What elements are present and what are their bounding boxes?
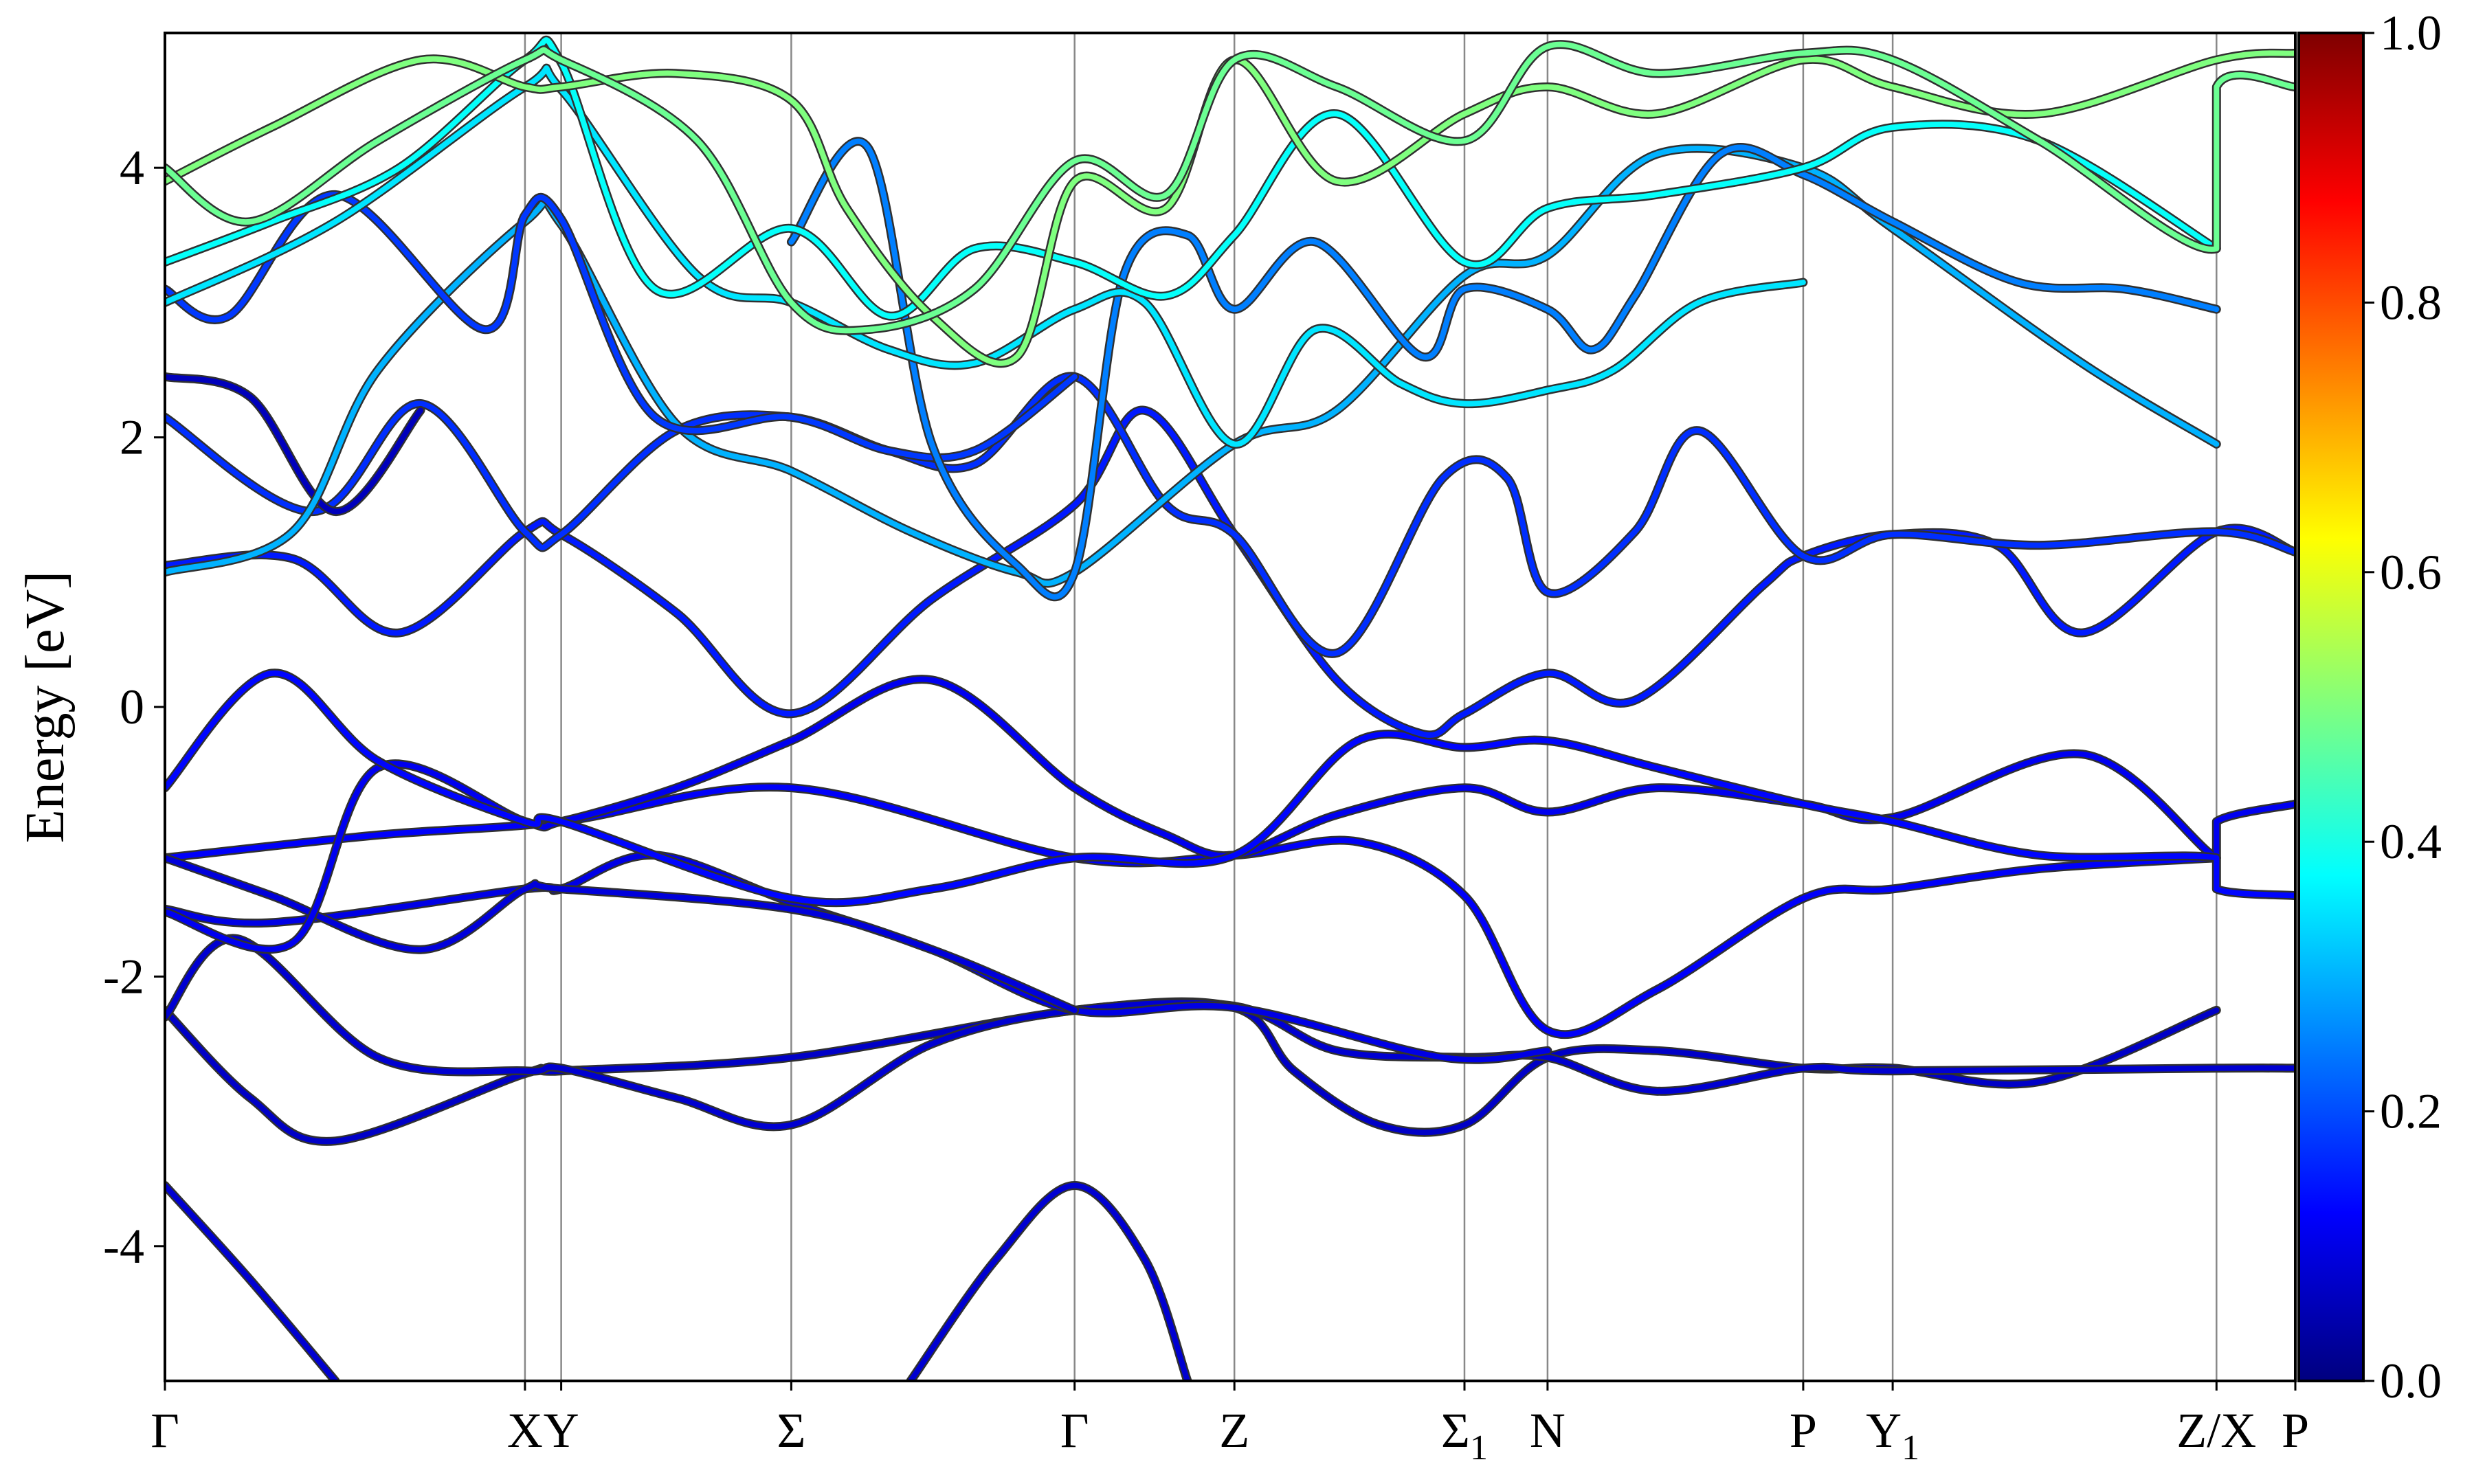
band-line	[165, 65, 1806, 447]
colorbar: 0.0 0.2 0.4 0.6 0.8 1.0	[2297, 5, 2442, 1408]
band-line	[165, 1182, 338, 1381]
band-lines	[165, 35, 2295, 1381]
colorbar-tick-label: 0.6	[2380, 545, 2442, 600]
colorbar-tick-label: 0.8	[2380, 275, 2442, 330]
x-tick-label: Y1	[1866, 1403, 1919, 1468]
band-line	[165, 374, 423, 515]
x-tick-label: Γ	[1060, 1403, 1089, 1458]
x-tick-subscript: 1	[1470, 1428, 1488, 1468]
band-line	[165, 670, 2295, 906]
band-line	[165, 936, 2295, 1129]
band-line	[788, 138, 2220, 600]
band-line	[165, 855, 1078, 1013]
plot-area	[164, 32, 2297, 1382]
x-axis: Γ X Y Σ Γ Z Σ1 N P Y1 Z/X P	[151, 1381, 2309, 1468]
colorbar-frame	[2297, 32, 2365, 1382]
band-line	[165, 852, 1550, 1063]
colorbar-tick-label: 1.0	[2380, 5, 2442, 60]
colorbar-tick-label: 0.4	[2380, 814, 2442, 869]
x-tick-label: N	[1530, 1403, 1565, 1458]
colorbar-tick-label: 0.0	[2380, 1353, 2442, 1408]
band-line	[908, 1182, 1190, 1381]
x-tick-label: Σ	[777, 1403, 805, 1458]
x-tick-label: Z	[1219, 1403, 1249, 1458]
x-tick-label: Γ	[151, 1403, 179, 1458]
colorbar-gradient	[2299, 33, 2363, 1381]
y-axis: -4 -2 0 2 4	[103, 140, 165, 1274]
y-tick-label: 2	[120, 410, 144, 465]
colorbar-ticks: 0.0 0.2 0.4 0.6 0.8 1.0	[2363, 5, 2442, 1408]
y-tick-label: -2	[103, 949, 144, 1004]
x-tick-label: Σ1	[1441, 1403, 1488, 1468]
x-tick-label: P	[1790, 1403, 1817, 1458]
x-tick-label: Z/X	[2176, 1403, 2256, 1458]
band-line	[165, 41, 2295, 334]
y-tick-label: 0	[120, 679, 144, 734]
band-line	[165, 50, 2295, 366]
x-tick-label: Y	[544, 1403, 579, 1458]
y-tick-label: -4	[103, 1219, 144, 1274]
colorbar-tick-label: 0.2	[2380, 1084, 2442, 1139]
y-axis-label: Energy [eV]	[15, 571, 76, 843]
high-symmetry-gridlines	[524, 33, 2218, 1381]
band-line	[165, 373, 2295, 657]
x-tick-label: P	[2282, 1403, 2309, 1458]
x-tick-label: X	[507, 1403, 543, 1458]
y-tick-label: 4	[120, 140, 144, 195]
x-tick-subscript: 1	[1902, 1428, 1919, 1468]
